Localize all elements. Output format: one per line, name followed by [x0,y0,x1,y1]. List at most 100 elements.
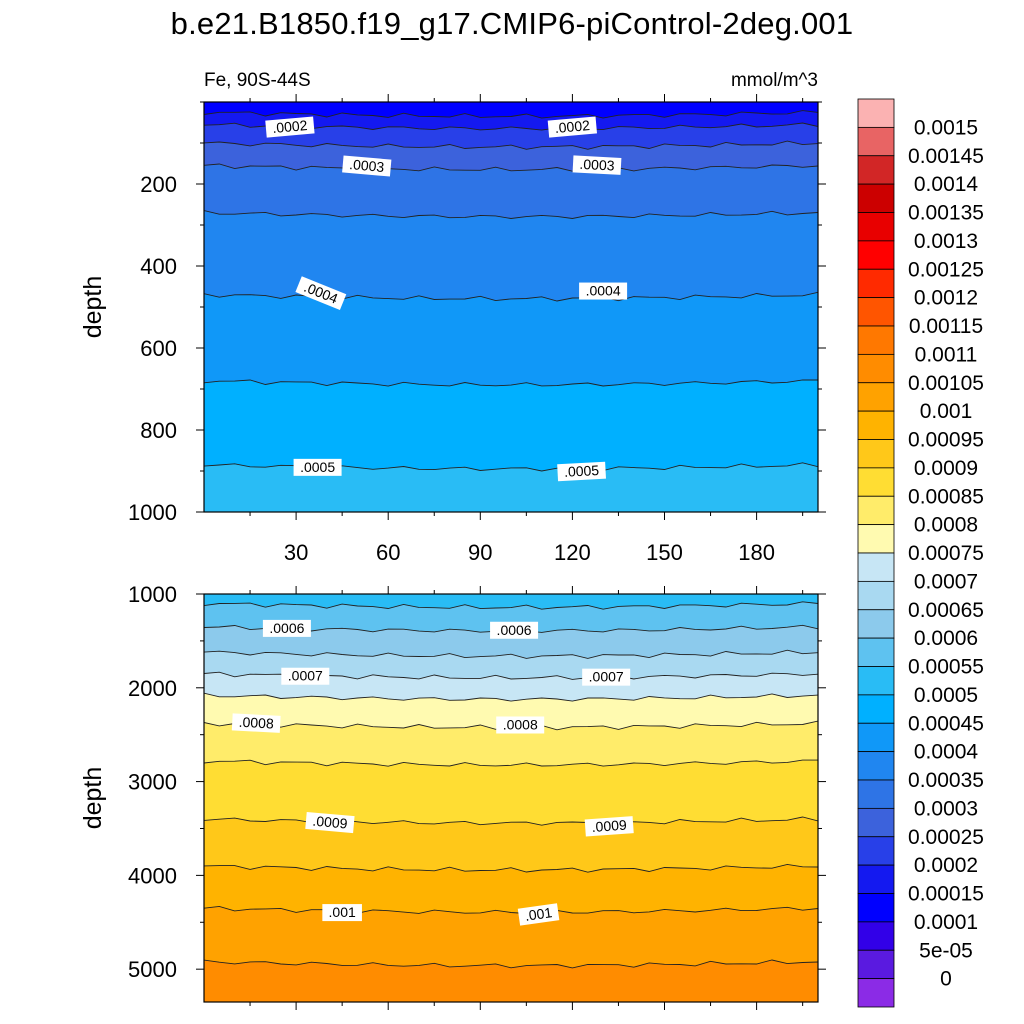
colorbar-swatch [857,694,895,724]
contour-label-text: .0009 [312,813,349,832]
contour-label: .0003 [572,155,622,175]
contour-band [204,693,818,730]
colorbar-swatch [857,609,895,639]
y-tick-label: 4000 [128,863,177,888]
colorbar-swatch [857,325,895,355]
y-tick-label: 2000 [128,676,177,701]
contour-label-text: .0004 [586,283,621,299]
colorbar-label: 0.0009 [914,457,978,480]
colorbar-swatch [857,268,895,299]
contour-band [204,379,818,471]
contour-band [204,462,818,512]
colorbar-label: 0.00045 [908,712,984,735]
colorbar-swatch [857,552,895,582]
colorbar-label: 0 [940,968,952,991]
contour-band [204,906,818,968]
contour-label: .0005 [557,461,606,482]
colorbar-swatch [857,382,895,412]
colorbar-swatch [857,864,895,894]
colorbar-label: 0.0006 [914,627,978,650]
colorbar-label: 0.0004 [914,741,979,764]
x-tick-label: 180 [738,540,775,565]
colorbar-swatch [857,155,895,185]
colorbar-label: 0.0015 [914,116,978,139]
colorbar-label: 0.00055 [908,656,984,679]
colorbar-swatch [857,467,895,497]
contour-label-text: .001 [329,904,356,920]
contour-line [204,959,818,969]
colorbar-swatch [857,666,895,696]
contour-band [204,625,818,659]
contour-label: .001 [517,903,560,926]
units-label: mmol/m^3 [731,70,818,91]
contour-label: .0004 [579,282,628,300]
contour-label-text: .0009 [591,817,627,835]
contour-label: .0003 [342,155,392,177]
y-tick-label: 5000 [128,957,177,982]
colorbar-label: 0.0002 [914,854,978,877]
colorbar-swatch [857,98,895,128]
colorbar-label: 0.0007 [914,570,978,593]
colorbar-label: 0.0013 [914,230,978,253]
colorbar-swatch [857,807,895,838]
contour-label: .0006 [262,619,311,637]
contour-label: .0008 [231,713,281,733]
colorbar-label: 0.0001 [914,911,978,934]
contour-band [204,601,818,633]
contour-label-text: .0002 [554,117,591,136]
contour-band [204,292,818,387]
contour-line [204,759,818,767]
contour-label: .0005 [293,458,342,476]
colorbar-label: 0.00095 [908,429,984,452]
y-tick-label: 3000 [128,770,177,795]
colorbar-swatch [857,212,895,242]
contour-band [204,672,818,702]
colorbar-swatch [857,353,895,384]
contour-label-text: .0002 [272,117,309,136]
y-tick-label: 400 [140,254,177,279]
contour-line [204,905,818,914]
colorbar-swatch [857,439,895,469]
contour-label: .0008 [496,716,545,734]
contour-line [204,649,818,659]
contour-line [204,601,818,610]
x-tick-label: 30 [284,540,308,565]
contour-label-text: .0007 [288,668,323,684]
contour-label: .0009 [584,816,634,837]
contour-line [204,863,818,873]
contour-band [204,594,818,610]
contour-label-text: .0005 [300,459,335,475]
contour-line [204,140,818,150]
contour-label-text: .0007 [589,669,624,685]
colorbar-swatch [857,779,895,809]
colorbar-swatch [857,893,895,923]
contour-label-text: .0006 [497,622,532,638]
contour-line [204,110,818,119]
y-axis-label: depth [79,767,107,830]
y-tick-label: 1000 [128,500,177,525]
colorbar-swatch [857,949,895,980]
contour-line [204,379,818,387]
colorbar-swatch [857,410,895,440]
colorbar-label: 0.00035 [908,769,984,792]
lower-contour-panel: .0006 .0006 .0007 .0007 .0008 .0008 .0009 .0009… [79,582,826,1010]
colorbar: 0.0015 0.00145 0.0014 0.00135 0.0013 0.00125 0… [857,98,984,1008]
contour-band [204,102,818,119]
x-tick-label: 150 [646,540,683,565]
contour-label: .0009 [305,811,355,834]
contour-label-text: .0005 [564,462,600,480]
colorbar-label: 0.00125 [908,258,984,281]
contour-label: .0007 [281,667,330,685]
colorbar-label: 0.00085 [908,485,984,508]
y-tick-label: 200 [140,172,177,197]
contour-label-text: .0003 [349,156,386,175]
y-tick-label: 1000 [128,582,177,607]
contour-band [204,123,818,150]
chart-title: b.e21.B1850.f19_g17.CMIP6-piControl-2deg… [170,6,854,41]
colorbar-label: 0.001 [920,400,973,423]
contour-label: .001 [322,904,362,922]
left-string: Fe, 90S-44S [204,70,311,91]
contour-band [204,650,818,680]
colorbar-swatch [857,978,895,1008]
